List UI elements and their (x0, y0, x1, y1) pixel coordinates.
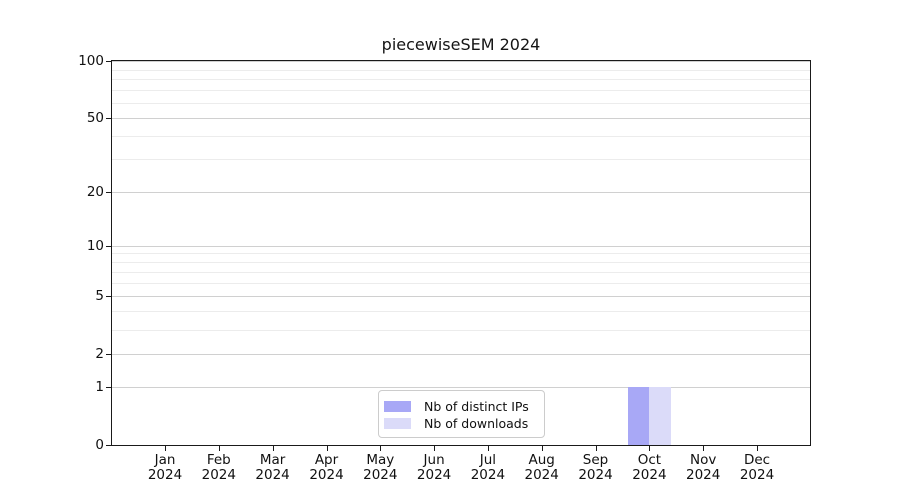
minor-gridline (112, 90, 810, 92)
minor-gridline (112, 103, 810, 104)
x-tick-mark (649, 445, 651, 451)
x-tick-label-month: Mar (259, 452, 286, 468)
x-tick-label-year: 2024 (309, 467, 344, 483)
x-tick-label: Feb 2024 (184, 453, 254, 483)
x-tick-label-year: 2024 (470, 467, 506, 483)
minor-gridline (112, 283, 810, 285)
x-tick-label-year: 2024 (524, 467, 559, 483)
minor-gridline (112, 262, 810, 264)
x-tick-label: Jul 2024 (453, 453, 523, 483)
x-tick-label: May 2024 (345, 453, 415, 483)
x-tick-mark (165, 445, 166, 451)
y-tick-mark (106, 61, 112, 62)
y-tick-label: 50 (86, 109, 104, 126)
x-tick-mark (218, 445, 220, 451)
x-tick-label: Aug 2024 (507, 453, 577, 483)
y-tick-label: 0 (95, 437, 104, 453)
legend-item-downloads: Nb of downloads (384, 415, 538, 431)
x-tick-label-month: Feb (206, 452, 231, 468)
minor-gridline (112, 329, 810, 331)
y-tick-mark (106, 191, 112, 193)
y-tick-mark (106, 387, 112, 389)
minor-gridline (112, 159, 810, 161)
x-tick-label-month: Jul (479, 452, 497, 468)
y-tick-mark (106, 445, 112, 446)
x-tick-label-year: 2024 (739, 467, 775, 483)
minor-gridline (112, 69, 810, 71)
y-tick-mark (106, 353, 112, 355)
x-tick-label-year: 2024 (632, 467, 667, 483)
y-tick-label: 5 (95, 287, 104, 304)
x-tick-label: Nov 2024 (668, 453, 738, 483)
x-tick-mark (272, 445, 274, 451)
x-tick-mark (487, 445, 489, 451)
legend-swatch-distinct-ips (384, 400, 411, 412)
x-tick-label: Sep 2024 (561, 453, 631, 483)
y-tick-label: 1 (95, 379, 104, 396)
x-tick-label: Mar 2024 (238, 453, 308, 483)
y-tick-mark (106, 295, 112, 297)
minor-gridline (112, 272, 810, 273)
x-tick-label-month: Dec (743, 452, 771, 468)
legend-label-downloads: Nb of downloads (424, 415, 529, 431)
x-tick-label-month: Nov (690, 452, 717, 468)
x-tick-label-month: Jan (154, 452, 176, 468)
x-tick-label-month: Jun (423, 452, 445, 468)
major-gridline (112, 353, 810, 355)
x-tick-label-month: Oct (637, 452, 662, 468)
x-tick-label-month: May (366, 452, 395, 468)
minor-gridline (112, 311, 810, 313)
x-tick-label: Apr 2024 (292, 453, 362, 483)
plot-area (111, 60, 811, 446)
y-tick-label: 100 (78, 53, 104, 69)
major-gridline (112, 245, 810, 247)
minor-gridline (112, 253, 810, 255)
major-gridline (112, 191, 810, 193)
minor-gridline (112, 136, 810, 137)
x-tick-label-year: 2024 (255, 467, 290, 483)
bar-downloads (649, 387, 671, 445)
minor-gridline (112, 79, 810, 81)
x-tick-label-year: 2024 (416, 467, 452, 483)
legend-label-distinct-ips: Nb of distinct IPs (424, 398, 529, 414)
x-tick-label-month: Sep (582, 452, 609, 468)
y-tick-label: 2 (95, 345, 104, 362)
major-gridline (112, 61, 810, 62)
x-tick-mark (595, 445, 597, 451)
x-tick-mark (541, 445, 543, 451)
major-gridline (112, 117, 810, 119)
x-tick-label-year: 2024 (686, 467, 721, 483)
x-tick-mark (434, 445, 436, 451)
x-tick-label: Jun 2024 (399, 453, 469, 483)
x-tick-mark (703, 445, 705, 451)
x-tick-label-year: 2024 (578, 467, 613, 483)
x-tick-mark (326, 445, 328, 451)
x-tick-label: Oct 2024 (614, 453, 684, 483)
major-gridline (112, 295, 810, 297)
x-tick-label-year: 2024 (201, 467, 236, 483)
major-gridline (112, 387, 810, 389)
x-tick-mark (380, 445, 382, 451)
x-tick-label-month: Apr (314, 452, 339, 468)
x-tick-label: Jan 2024 (130, 453, 200, 483)
chart-title: piecewiseSEM 2024 (381, 35, 541, 54)
y-tick-mark (106, 245, 112, 247)
legend-item-distinct-ips: Nb of distinct IPs (384, 398, 538, 414)
legend-swatch-downloads (384, 417, 411, 429)
y-tick-mark (106, 117, 112, 119)
x-tick-label-year: 2024 (147, 467, 183, 483)
x-tick-label-month: Aug (528, 452, 555, 468)
x-tick-label-year: 2024 (363, 467, 398, 483)
y-tick-label: 20 (86, 183, 104, 200)
legend: Nb of distinct IPs Nb of downloads (378, 390, 545, 438)
x-tick-mark (757, 445, 758, 451)
bar-distinct-ips (627, 387, 650, 445)
x-tick-label: Dec 2024 (722, 453, 792, 483)
y-tick-label: 10 (86, 237, 104, 254)
